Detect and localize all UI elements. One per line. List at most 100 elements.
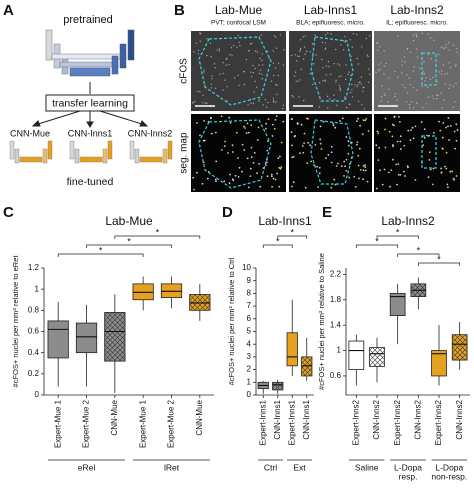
nucleus [193,51,195,53]
nucleus [347,140,350,143]
nucleus [401,84,404,86]
nucleus [241,143,244,146]
nucleus [454,65,457,67]
nucleus [380,96,383,98]
nucleus [197,90,199,93]
nucleus [275,47,278,49]
nucleus [449,84,451,86]
panel-letter: E [322,204,332,221]
nucleus [403,170,405,173]
nucleus [342,40,344,42]
nucleus [362,90,364,93]
nucleus [313,63,315,65]
nucleus [210,56,212,58]
nucleus [295,80,297,83]
nucleus [338,64,341,66]
box-chart: E Lab-Inns2 #cFOS+ nuclei per mm² relative… [317,204,470,481]
nucleus [359,169,362,171]
model-label: CNN-Mue [10,128,50,138]
nucleus [445,43,447,46]
finetuned-unet [69,140,113,164]
nucleus [224,140,227,143]
nucleus [415,33,417,35]
box [286,332,298,367]
nucleus [330,73,332,76]
nucleus [250,124,253,127]
column-title: Lab-Inns1 [304,3,358,17]
nucleus [303,142,305,145]
nucleus [345,158,348,161]
nucleus [455,63,457,65]
nucleus [456,51,458,53]
nucleus [431,183,434,186]
nucleus [327,60,330,63]
nucleus [282,120,285,123]
nucleus [404,61,406,63]
nucleus [339,89,341,92]
nucleus [265,127,267,130]
nucleus [226,86,228,88]
nucleus [258,72,261,75]
nucleus [246,122,249,125]
nucleus [274,119,277,121]
nucleus [298,96,300,98]
nucleus [241,170,243,173]
nucleus [354,84,356,86]
nucleus [416,102,418,104]
hatch [301,356,312,376]
nucleus [192,176,195,179]
nucleus [219,73,221,75]
nucleus [300,39,302,41]
nucleus [366,180,369,183]
nucleus [314,34,316,36]
nucleus [325,74,328,76]
nucleus [448,62,450,64]
nucleus [234,174,237,177]
nucleus [345,78,347,81]
nucleus [375,187,378,190]
nucleus [258,99,261,101]
region-outline [310,36,354,102]
nucleus [265,164,267,166]
nucleus [392,145,394,148]
nucleus [452,177,455,180]
box-chart: C Lab-Mue #cFOS+ nuclei per mm² relative t… [3,204,214,472]
nucleus [280,166,283,169]
nucleus [268,57,270,59]
pretrained-label: pretrained [63,14,113,26]
nucleus [338,84,341,87]
nucleus [243,83,246,86]
nucleus [384,146,387,149]
finetuned-unet [129,140,173,164]
nucleus [342,49,345,51]
nucleus [299,152,301,155]
nucleus [249,167,252,170]
nucleus [304,35,306,37]
panel-letter: B [174,2,185,19]
nucleus [228,182,231,185]
nucleus [318,172,321,175]
group-label: L-Dopa [435,462,463,472]
nucleus [261,59,263,62]
micro-image [191,31,286,111]
nucleus [233,77,236,79]
nucleus [375,72,377,74]
nucleus [427,33,429,35]
nucleus [442,46,444,48]
nucleus [275,115,278,117]
nucleus [419,67,421,70]
nucleus [204,84,206,87]
nucleus [209,116,212,119]
nucleus [362,165,365,167]
box [75,322,98,354]
nucleus [356,120,358,122]
nucleus [422,106,424,109]
nucleus [324,48,326,50]
nucleus [303,46,306,48]
significance-label: * [99,245,103,255]
nucleus [327,32,329,34]
nucleus [271,135,274,137]
nucleus [356,143,358,146]
nucleus [279,155,281,158]
nucleus [324,80,326,83]
